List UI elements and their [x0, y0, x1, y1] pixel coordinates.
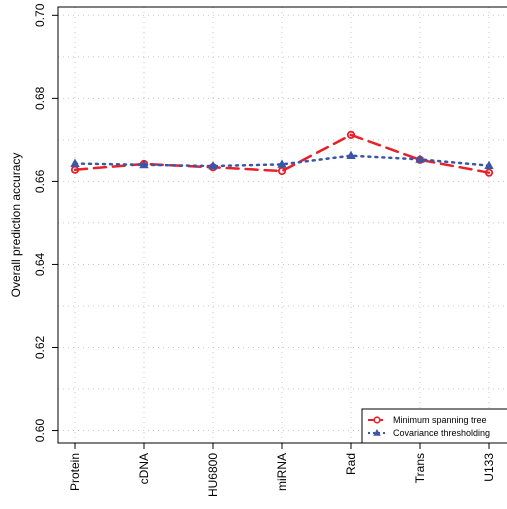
legend-marker — [373, 416, 381, 424]
legend-box — [361, 408, 507, 444]
x-tick-label: HU6800 — [206, 453, 220, 497]
x-tick-label: Protein — [68, 453, 82, 491]
x-tick-label: miRNA — [275, 453, 289, 491]
data-point — [484, 160, 494, 170]
y-tick-label: 0.64 — [33, 252, 47, 276]
x-tick-label: Trans — [413, 453, 427, 483]
y-axis-title: Overall prediction accuracy — [9, 153, 23, 298]
legend-marker — [373, 429, 381, 436]
y-tick-label: 0.66 — [33, 169, 47, 193]
data-point — [277, 166, 287, 176]
y-tick-label: 0.70 — [33, 3, 47, 27]
y-tick-label: 0.68 — [33, 86, 47, 110]
legend: Minimum spanning tree Covariance threshol… — [361, 408, 507, 444]
y-axis: 0.60 0.62 0.64 0.66 0.68 0.70 — [33, 3, 58, 442]
data-point — [415, 154, 425, 163]
plot-frame — [57, 6, 507, 444]
data-point — [346, 150, 356, 160]
data-point — [208, 161, 218, 170]
data-point — [346, 130, 356, 139]
data-point — [70, 158, 80, 167]
x-axis: Protein cDNA HU6800 miRNA Rad Trans U133 — [68, 443, 496, 497]
series-layer — [70, 130, 494, 177]
data-point — [484, 168, 494, 177]
x-tick-label: Rad — [344, 453, 358, 475]
x-tick-label: U133 — [482, 453, 496, 482]
series-covariance-thresholding — [70, 150, 494, 170]
y-tick-label: 0.62 — [33, 335, 47, 359]
series-minimum-spanning-tree — [70, 130, 494, 177]
data-point — [139, 159, 149, 169]
x-tick-label: cDNA — [137, 453, 151, 484]
y-tick-label: 0.60 — [33, 419, 47, 443]
data-point — [277, 159, 287, 168]
legend-label: Minimum spanning tree — [393, 415, 487, 425]
legend-label: Covariance thresholding — [393, 428, 490, 438]
grid-lines — [58, 7, 507, 443]
